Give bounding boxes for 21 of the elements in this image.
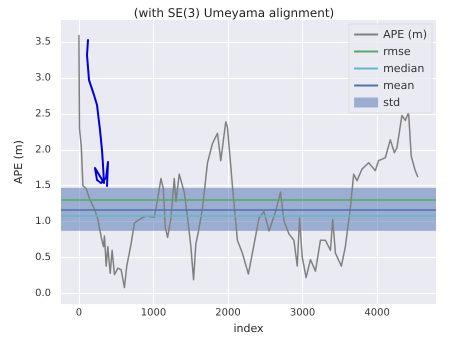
x-axis-title: index (233, 322, 264, 335)
y-tick-label: 1.5 (35, 180, 51, 192)
y-axis-title: APE (m) (12, 140, 26, 184)
legend-label: median (383, 62, 424, 75)
x-tick-label: 0 (76, 308, 82, 319)
legend-label: rmse (383, 45, 411, 58)
legend-label: std (383, 96, 400, 109)
x-tick-label: 1000 (140, 308, 166, 319)
legend-label: mean (383, 79, 414, 92)
y-tick-label: 3.0 (35, 72, 51, 84)
y-tick-label: 2.5 (35, 108, 51, 120)
x-tick-label: 2000 (215, 308, 241, 319)
y-tick-label: 0.0 (35, 288, 51, 299)
x-tick-label: 3000 (290, 308, 316, 319)
legend-label: APE (m) (383, 28, 428, 41)
y-tick-label: 2.0 (35, 144, 51, 156)
chart-title: (with SE(3) Umeyama alignment) (134, 6, 334, 20)
y-tick-label: 3.5 (35, 36, 51, 48)
x-tick-label: 4000 (364, 308, 390, 319)
y-tick-label: 0.5 (35, 252, 51, 263)
y-tick-label: 1.0 (35, 216, 51, 228)
